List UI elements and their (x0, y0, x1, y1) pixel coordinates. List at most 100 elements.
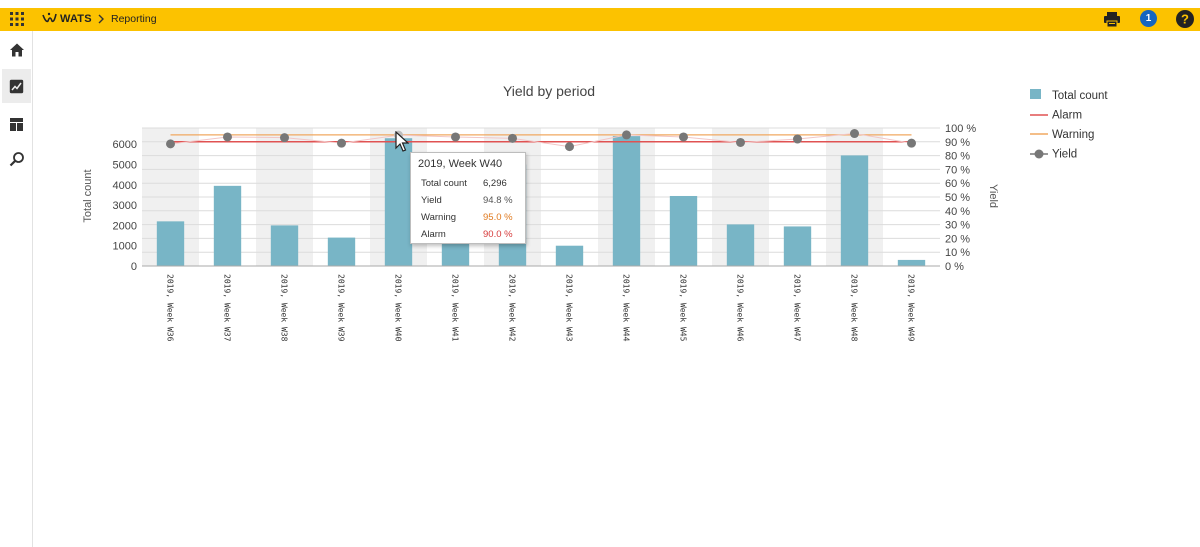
y2-tick-label: 40 % (945, 206, 970, 218)
y-tick-label: 2000 (113, 220, 137, 232)
x-tick-label: 2019, Week W45 (679, 274, 688, 342)
bar-total-count (897, 259, 926, 266)
y-tick-label: 1000 (113, 241, 137, 253)
yield-point (793, 134, 802, 144)
bar-total-count (384, 138, 413, 266)
x-tick-label: 2019, Week W46 (736, 274, 745, 342)
dashboard-icon (10, 117, 23, 131)
legend-label: Total count (1052, 90, 1108, 102)
breadcrumb-reporting[interactable]: Reporting (111, 13, 157, 25)
yield-point (907, 138, 916, 148)
yield-point (622, 130, 631, 140)
yield-line (170, 133, 912, 148)
legend-marker-yield (1034, 149, 1044, 159)
mouse-cursor-icon (395, 131, 409, 152)
legend: Total count Alarm Warning Yield (1030, 89, 1108, 161)
y-tick-label: 5000 (113, 160, 137, 172)
yield-point (166, 139, 175, 149)
chart-title: Yield by period (503, 83, 595, 99)
y2-tick-label: 30 % (945, 220, 970, 232)
x-tick-label: 2019, Week W47 (793, 274, 802, 342)
sidebar-item-home[interactable] (2, 33, 31, 67)
y2-tick-label: 80 % (945, 151, 970, 163)
y2-tick-label: 50 % (945, 192, 970, 204)
x-tick-label: 2019, Week W49 (907, 274, 916, 342)
y2-tick-label: 0 % (945, 261, 964, 273)
y-axis-label: Total count (82, 169, 94, 222)
chart-icon (9, 79, 24, 93)
y-tick-label: 0 (131, 261, 137, 273)
yield-point (337, 138, 346, 148)
search-icon (9, 152, 24, 167)
tooltip-row-total-count: Total count 6,296 (421, 178, 521, 192)
tooltip-label: Yield (421, 195, 442, 206)
legend-label: Warning (1052, 129, 1094, 141)
x-tick-label: 2019, Week W44 (622, 274, 631, 342)
plot-area: 0 1000 2000 3000 4000 5000 6000 0 % 10 % 20 %30 %… (113, 123, 977, 342)
bar-total-count (555, 245, 584, 266)
bar-total-count (840, 155, 869, 266)
x-tick-label: 2019, Week W40 (394, 274, 403, 342)
tooltip-value: 94.8 % (483, 195, 513, 206)
y2-tick-label: 70 % (945, 164, 970, 176)
notification-badge[interactable]: 1 (1140, 10, 1157, 27)
tooltip-title: 2019, Week W40 (418, 158, 503, 170)
chevron-right-icon (98, 14, 104, 24)
tooltip-value: 90.0 % (483, 229, 513, 240)
legend-swatch-total-count (1030, 89, 1041, 99)
wats-logo-icon (42, 12, 57, 23)
yield-point (508, 133, 517, 143)
x-tick-label: 2019, Week W38 (280, 274, 289, 342)
yield-point (679, 132, 688, 142)
yield-point (565, 142, 574, 152)
y-tick-label: 3000 (113, 200, 137, 212)
y2-tick-label: 10 % (945, 247, 970, 259)
y-tick-label: 4000 (113, 180, 137, 192)
yield-point (736, 137, 745, 147)
bar-total-count (213, 185, 242, 266)
tooltip-label: Total count (421, 178, 467, 189)
bar-total-count (726, 224, 755, 266)
y2-tick-label: 20 % (945, 233, 970, 245)
yield-point (451, 132, 460, 142)
help-icon[interactable]: ? (1175, 9, 1195, 29)
x-tick-label: 2019, Week W36 (166, 274, 175, 342)
bar-total-count (783, 226, 812, 266)
y2-tick-label: 100 % (945, 123, 976, 135)
x-tick-label: 2019, Week W41 (451, 274, 460, 342)
apps-grid-icon[interactable] (9, 11, 25, 27)
tooltip-row-warning: Warning 95.0 % (421, 212, 521, 226)
y-tick-label: 6000 (113, 139, 137, 151)
tooltip-value: 6,296 (483, 178, 507, 189)
tooltip-row-yield: Yield 94.8 % (421, 195, 521, 209)
x-tick-label: 2019, Week W43 (565, 274, 574, 342)
y2-tick-label: 90 % (945, 137, 970, 149)
x-tick-label: 2019, Week W37 (223, 274, 232, 342)
y2-tick-label: 60 % (945, 178, 970, 190)
sidebar (0, 31, 33, 547)
brand-name[interactable]: WATS (60, 13, 92, 25)
yield-by-period-chart: Yield by period Total count Yield 0 1000 2… (82, 83, 1108, 342)
sidebar-item-search[interactable] (2, 142, 31, 176)
bar-total-count (669, 195, 698, 266)
bar-total-count (270, 225, 299, 266)
print-icon[interactable] (1103, 11, 1121, 28)
sidebar-item-reporting[interactable] (2, 69, 31, 103)
top-bar: WATS Reporting 1 ? (0, 8, 1200, 31)
x-tick-label: 2019, Week W42 (508, 274, 517, 342)
legend-label: Yield (1052, 149, 1077, 161)
chart-tooltip: 2019, Week W40 Total count 6,296 Yield 9… (410, 152, 526, 244)
bar-total-count (327, 237, 356, 266)
yield-point (850, 129, 859, 139)
tooltip-label: Warning (421, 212, 457, 223)
x-tick-label: 2019, Week W48 (850, 274, 859, 342)
y2-axis-label: Yield (987, 184, 999, 208)
bar-total-count (612, 136, 641, 266)
yield-point (280, 133, 289, 143)
tooltip-value: 95.0 % (483, 212, 513, 223)
yield-point (223, 132, 232, 142)
legend-label: Alarm (1052, 110, 1082, 122)
sidebar-item-dashboard[interactable] (2, 107, 31, 141)
home-icon (9, 43, 24, 57)
tooltip-row-alarm: Alarm 90.0 % (421, 229, 521, 243)
